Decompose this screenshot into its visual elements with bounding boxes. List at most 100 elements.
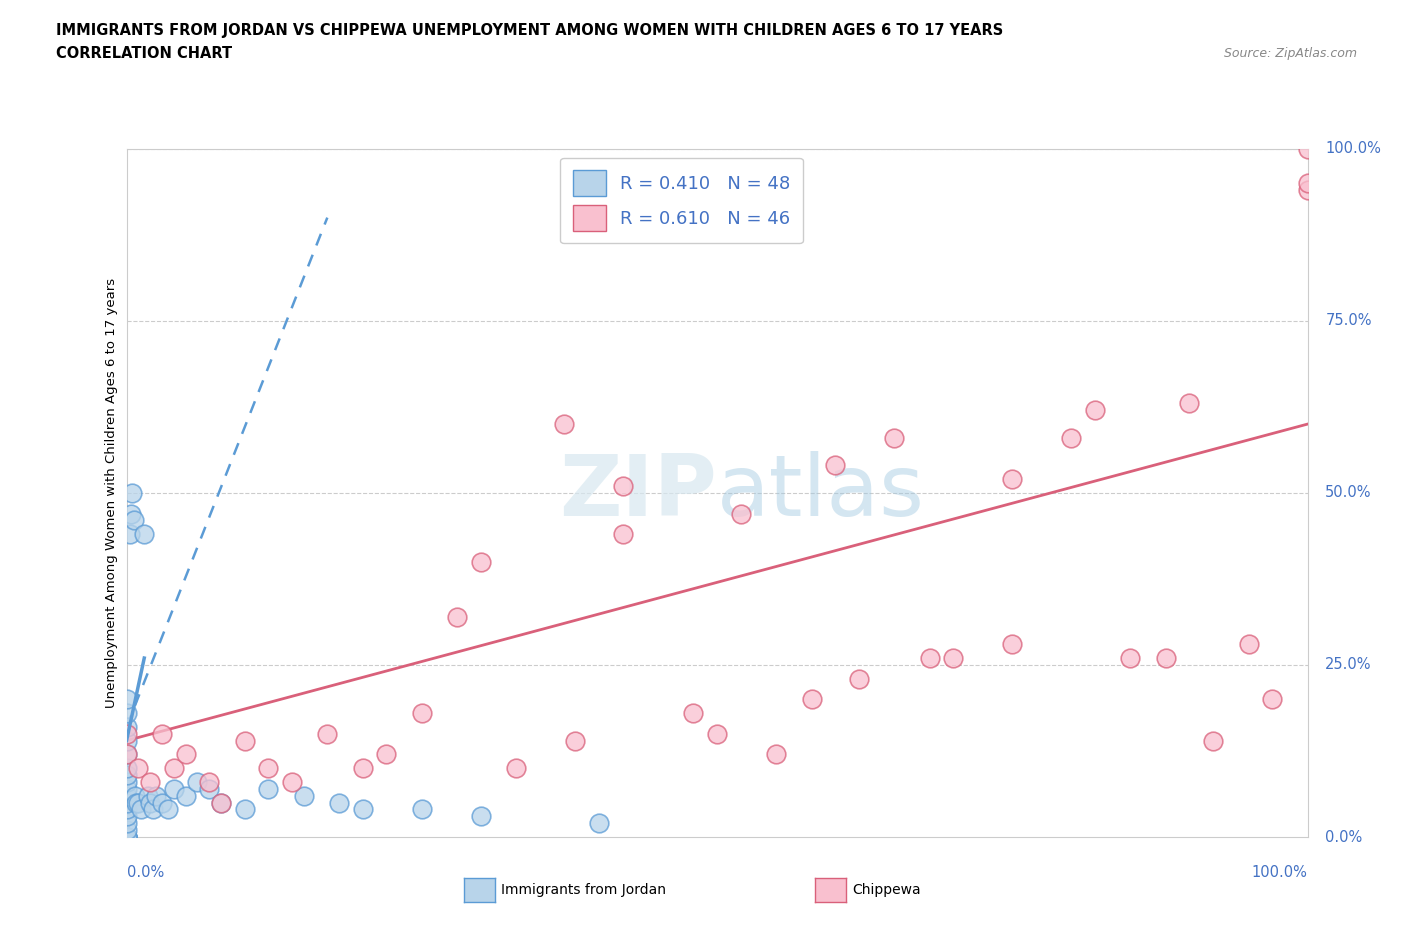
Point — [115, 781, 138, 796]
Text: 0.0%: 0.0% — [1326, 830, 1362, 844]
Point — [163, 781, 186, 796]
Point — [139, 795, 162, 810]
Point — [120, 506, 142, 521]
Point — [411, 802, 433, 817]
Point — [564, 733, 586, 748]
Point — [198, 775, 221, 790]
Point — [115, 816, 138, 830]
Point — [918, 651, 941, 666]
Point — [124, 789, 146, 804]
Point — [1237, 637, 1260, 652]
Point — [411, 706, 433, 721]
Text: Source: ZipAtlas.com: Source: ZipAtlas.com — [1223, 46, 1357, 60]
Point — [115, 830, 138, 844]
Point — [1154, 651, 1177, 666]
Point — [120, 526, 142, 541]
Point — [115, 830, 138, 844]
Point — [470, 809, 492, 824]
Text: CORRELATION CHART: CORRELATION CHART — [56, 46, 232, 61]
Point — [1296, 141, 1319, 156]
Text: Immigrants from Jordan: Immigrants from Jordan — [501, 883, 665, 897]
Point — [1001, 637, 1024, 652]
Y-axis label: Unemployment Among Women with Children Ages 6 to 17 years: Unemployment Among Women with Children A… — [105, 278, 118, 708]
Point — [115, 775, 138, 790]
Point — [375, 747, 398, 762]
Point — [824, 458, 846, 472]
Point — [115, 809, 138, 824]
Point — [1296, 182, 1319, 197]
Point — [209, 795, 232, 810]
Point — [292, 789, 315, 804]
Point — [174, 789, 197, 804]
Point — [942, 651, 965, 666]
Point — [186, 775, 208, 790]
Point — [115, 747, 138, 762]
Point — [328, 795, 350, 810]
Point — [446, 609, 468, 624]
Point — [115, 789, 138, 804]
Point — [141, 802, 163, 817]
Point — [129, 802, 152, 817]
Point — [174, 747, 197, 762]
Point — [1261, 692, 1284, 707]
Point — [1001, 472, 1024, 486]
Point — [612, 479, 634, 494]
Point — [209, 795, 232, 810]
Point — [115, 795, 138, 810]
Point — [706, 726, 728, 741]
Point — [156, 802, 179, 817]
Point — [316, 726, 339, 741]
Point — [352, 761, 374, 776]
Point — [163, 761, 186, 776]
Point — [800, 692, 823, 707]
Point — [257, 761, 280, 776]
Point — [115, 823, 138, 838]
Point — [115, 830, 138, 844]
Point — [233, 802, 256, 817]
Text: 50.0%: 50.0% — [1326, 485, 1372, 500]
Point — [115, 767, 138, 782]
Text: atlas: atlas — [717, 451, 925, 535]
Point — [139, 775, 162, 790]
Point — [553, 417, 575, 432]
Point — [136, 789, 159, 804]
Text: 25.0%: 25.0% — [1326, 658, 1372, 672]
Point — [1296, 176, 1319, 191]
Point — [115, 761, 138, 776]
Point — [125, 795, 148, 810]
Point — [612, 526, 634, 541]
Point — [883, 431, 905, 445]
Point — [127, 761, 149, 776]
Text: Chippewa: Chippewa — [852, 883, 921, 897]
Point — [1060, 431, 1083, 445]
Legend: R = 0.410   N = 48, R = 0.610   N = 46: R = 0.410 N = 48, R = 0.610 N = 46 — [561, 158, 803, 244]
Point — [115, 720, 138, 735]
Point — [848, 671, 870, 686]
Point — [122, 513, 145, 528]
Point — [257, 781, 280, 796]
Point — [121, 485, 143, 500]
Point — [1178, 396, 1201, 411]
Point — [1202, 733, 1225, 748]
Text: IMMIGRANTS FROM JORDAN VS CHIPPEWA UNEMPLOYMENT AMONG WOMEN WITH CHILDREN AGES 6: IMMIGRANTS FROM JORDAN VS CHIPPEWA UNEMP… — [56, 23, 1004, 38]
Point — [352, 802, 374, 817]
Point — [682, 706, 704, 721]
Text: 75.0%: 75.0% — [1326, 313, 1372, 328]
Point — [115, 706, 138, 721]
Point — [730, 506, 752, 521]
Point — [134, 526, 156, 541]
Point — [115, 733, 138, 748]
Point — [115, 802, 138, 817]
Point — [765, 747, 787, 762]
Text: 100.0%: 100.0% — [1251, 865, 1308, 880]
Point — [281, 775, 304, 790]
Point — [470, 554, 492, 569]
Point — [115, 830, 138, 844]
Point — [115, 830, 138, 844]
Text: 0.0%: 0.0% — [127, 865, 163, 880]
Point — [127, 795, 149, 810]
Point — [1119, 651, 1142, 666]
Text: 100.0%: 100.0% — [1326, 141, 1381, 156]
Text: ZIP: ZIP — [560, 451, 717, 535]
Point — [115, 726, 138, 741]
